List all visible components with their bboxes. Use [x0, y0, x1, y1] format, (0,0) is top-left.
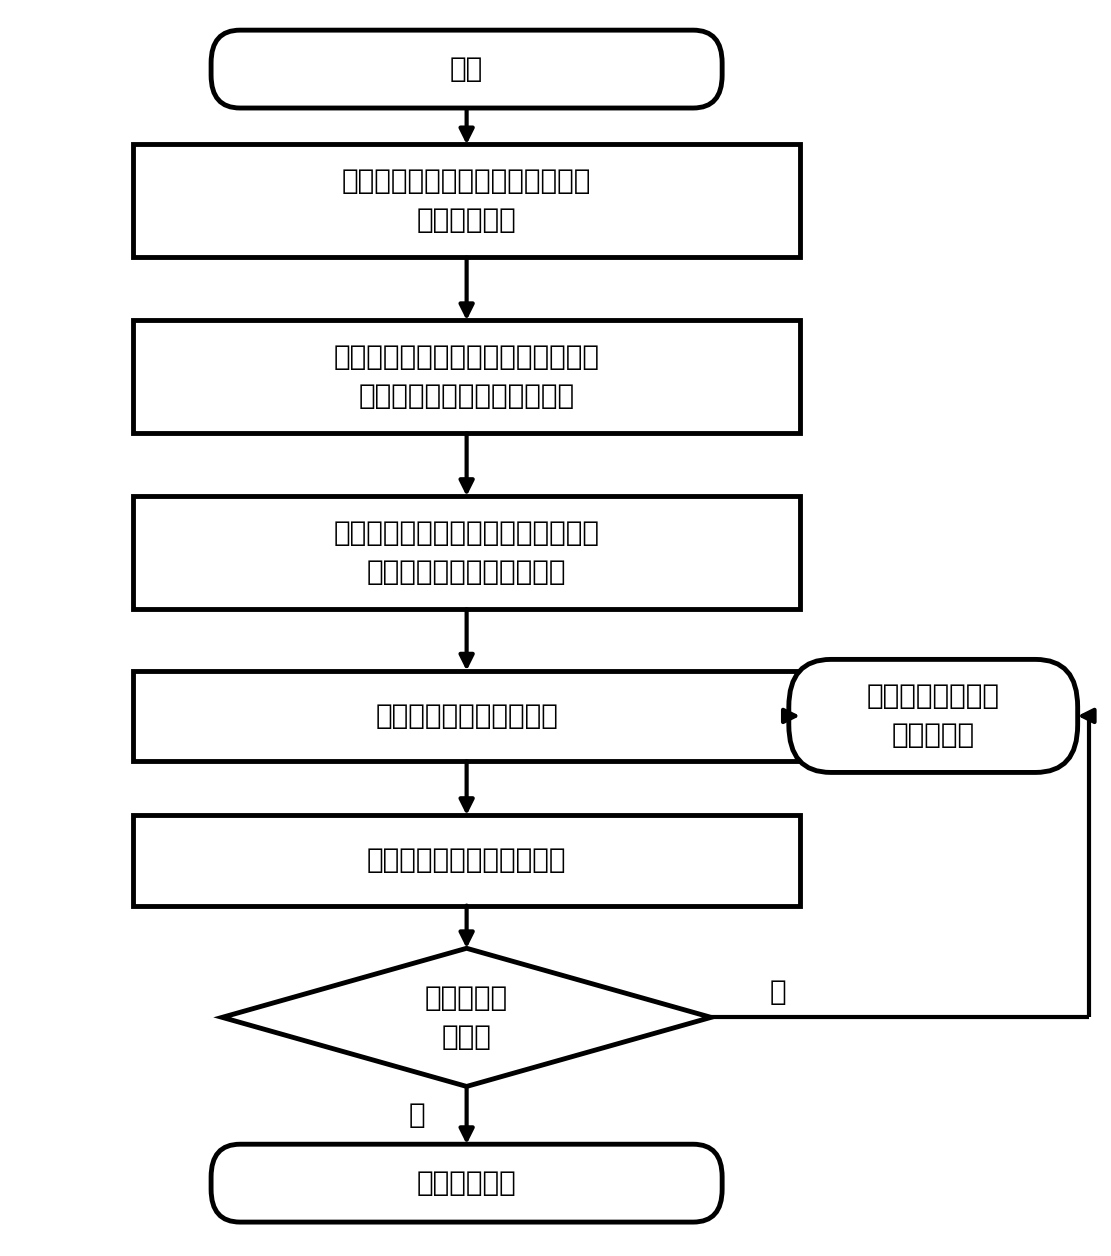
Text: 电解槽初始参数：阴极数量、厂房
间距、槽间距: 电解槽初始参数：阴极数量、厂房 间距、槽间距: [342, 167, 591, 235]
Polygon shape: [222, 948, 711, 1086]
Bar: [133, 671, 800, 761]
Text: 基于结果微调母线
的空间位置: 基于结果微调母线 的空间位置: [867, 682, 1000, 750]
FancyBboxPatch shape: [211, 1144, 722, 1222]
FancyBboxPatch shape: [789, 659, 1078, 772]
Text: 建立电磁流场有限元模型: 建立电磁流场有限元模型: [376, 702, 558, 730]
Text: 最终母线配置: 最终母线配置: [417, 1169, 517, 1197]
FancyBboxPatch shape: [211, 30, 722, 108]
Text: 满足最佳稳
定性？: 满足最佳稳 定性？: [426, 983, 508, 1051]
Bar: [133, 144, 800, 257]
Text: 是: 是: [409, 1102, 424, 1129]
Text: 基于本发明的母线位置准则，初步确
定母线的空间位置、截面积: 基于本发明的母线位置准则，初步确 定母线的空间位置、截面积: [333, 519, 600, 587]
Text: 计算与分析电磁流场的结果: 计算与分析电磁流场的结果: [367, 847, 567, 874]
Bar: [133, 496, 800, 609]
Bar: [133, 815, 800, 906]
Text: 开始: 开始: [450, 55, 483, 83]
Text: 基于本发明的母线载流量准则，初步
确定端部、槽底母线的电流量: 基于本发明的母线载流量准则，初步 确定端部、槽底母线的电流量: [333, 343, 600, 411]
Text: 否: 否: [770, 978, 785, 1006]
Bar: [133, 320, 800, 433]
